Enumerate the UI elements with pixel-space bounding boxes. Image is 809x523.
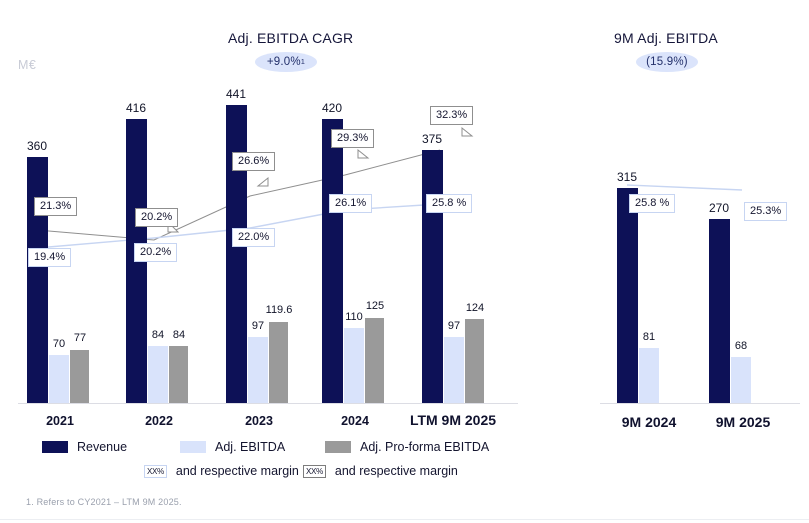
bar-value-proforma-2023: 119.6 [265,304,293,316]
bar-value-revenue-9m-2024: 315 [616,170,638,184]
axis-label-ltm-9m-2025: LTM 9M 2025 [409,412,497,428]
bar-value-revenue-2023: 441 [225,87,247,101]
bar-adj-ebitda-ltm [444,337,464,403]
legend-swatch-adj-ebitda [180,441,206,453]
bar-adj-ebitda-2021 [49,355,69,403]
bar-value-proforma-2024: 125 [365,300,385,312]
bar-value-revenue-ltm: 375 [421,132,443,146]
legend-label-margin-blue: and respective margin [175,464,299,478]
axis-label-9m-2024: 9M 2024 [621,414,677,430]
bar-adj-ebitda-2024 [344,328,364,403]
callout-proforma-margin-2022: 20.2% [135,208,179,227]
bar-revenue-ltm [422,150,443,403]
legend-marker-grey: XX% [303,464,326,478]
legend-swatch-proforma-ebitda [325,441,351,453]
bar-proforma-ltm [465,319,484,403]
cagr-badge: +9.0% 1 [255,52,317,72]
ebitda-9m-badge: (15.9%) [636,52,698,72]
legend-label-proforma-ebitda: Adj. Pro-forma EBITDA [360,440,490,454]
bar-adj-ebitda-9m-2024 [639,348,659,403]
bar-revenue-2023 [226,105,247,403]
bar-proforma-2023 [269,322,288,403]
legend-item-adj-ebitda: Adj. EBITDA [180,440,285,454]
callout-adj-ebitda-margin-2021: 19.4% [28,248,72,267]
bar-revenue-9m-2024 [617,188,638,403]
x-axis-left [18,403,518,404]
bar-adj-ebitda-2023 [248,337,268,403]
bar-value-proforma-2021: 77 [73,332,87,344]
bar-proforma-2021 [70,350,89,403]
bar-value-revenue-2021: 360 [26,139,48,153]
leader-2023-pf [256,176,269,187]
callout-adj-ebitda-margin-2022: 20.2% [134,243,178,262]
bar-value-adj-ebitda-2023: 97 [251,320,265,332]
panel-title-left: Adj. EBITDA CAGR [228,30,354,46]
axis-label-2023: 2023 [245,414,273,428]
cagr-badge-value: +9.0% [266,56,301,68]
callout-adj-ebitda-margin-9m-2025: 25.3% [744,202,788,221]
bar-value-adj-ebitda-ltm: 97 [447,320,461,332]
callout-proforma-margin-ltm: 32.3% [430,106,474,125]
callout-adj-ebitda-margin-2023: 22.0% [232,228,276,247]
bar-value-adj-ebitda-2024: 110 [345,311,363,323]
legend-item-proforma-ebitda: Adj. Pro-forma EBITDA [325,440,489,454]
bar-proforma-2022 [169,346,188,403]
callout-adj-ebitda-margin-9m-2024: 25.8 % [629,194,676,213]
callout-proforma-margin-2021: 21.3% [34,197,78,216]
legend-label-adj-ebitda: Adj. EBITDA [215,440,286,454]
footnote: 1. Refers to CY2021 – LTM 9M 2025. [26,497,182,507]
bar-value-proforma-2022: 84 [172,329,186,341]
leader-2024-pf [357,148,370,159]
ebitda-9m-badge-value: (15.9%) [646,56,688,68]
bar-value-adj-ebitda-9m-2025: 68 [734,340,748,352]
callout-adj-ebitda-margin-ltm: 25.8 % [426,194,473,213]
bar-revenue-2024 [322,119,343,403]
bar-adj-ebitda-2022 [148,346,168,403]
bar-value-revenue-9m-2025: 270 [708,201,730,215]
legend-marker-blue: XX% [144,464,167,478]
bar-value-revenue-2022: 416 [125,101,147,115]
callout-proforma-margin-2023: 26.6% [232,152,276,171]
axis-label-9m-2025: 9M 2025 [715,414,771,430]
callout-proforma-margin-2024: 29.3% [331,129,375,148]
leader-ltm-pf [461,126,474,137]
axis-label-2022: 2022 [145,414,173,428]
axis-label-2024: 2024 [341,414,369,428]
bar-value-revenue-2024: 420 [321,101,343,115]
legend-label-revenue: Revenue [77,440,128,454]
bar-value-adj-ebitda-2022: 84 [151,329,165,341]
bar-value-adj-ebitda-9m-2024: 81 [642,331,656,343]
legend: Revenue Adj. EBITDA Adj. Pro-forma EBITD… [20,436,540,486]
bar-adj-ebitda-9m-2025 [731,357,751,403]
unit-label: M€ [18,58,37,72]
bar-proforma-2024 [365,318,384,403]
callout-adj-ebitda-margin-2024: 26.1% [329,194,373,213]
bar-value-proforma-ltm: 124 [465,302,485,314]
adj-ebitda-margin-line-right [626,184,743,191]
legend-item-margin-grey: XX% and respective margin [303,464,458,478]
legend-item-margin-blue: XX% and respective margin [144,464,299,478]
axis-label-2021: 2021 [46,414,74,428]
bar-value-adj-ebitda-2021: 70 [52,338,66,350]
panel-title-right: 9M Adj. EBITDA [614,30,718,46]
bar-revenue-2021 [27,157,48,403]
bar-revenue-9m-2025 [709,219,730,403]
legend-label-margin-grey: and respective margin [334,464,458,478]
legend-item-revenue: Revenue [42,440,127,454]
x-axis-right [600,403,800,404]
bottom-divider [0,519,809,520]
legend-swatch-revenue [42,441,68,453]
